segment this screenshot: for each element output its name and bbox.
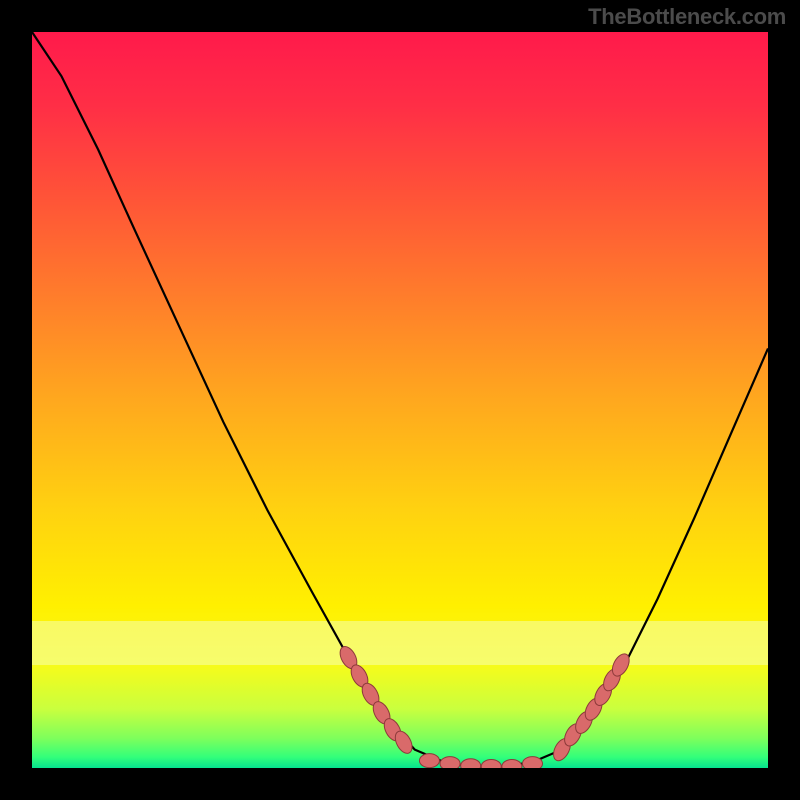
marker-bottom-4 [502,760,522,768]
plot-area [32,32,768,768]
marker-bottom-2 [461,759,481,768]
marker-bottom-3 [481,760,501,768]
marker-bottom-1 [440,757,460,768]
curve-overlay [32,32,768,768]
bottleneck-curve [32,32,768,767]
marker-bottom-5 [522,757,542,768]
chart-container: TheBottleneck.com [0,0,800,800]
marker-bottom-0 [419,754,439,768]
watermark-text: TheBottleneck.com [588,4,786,30]
